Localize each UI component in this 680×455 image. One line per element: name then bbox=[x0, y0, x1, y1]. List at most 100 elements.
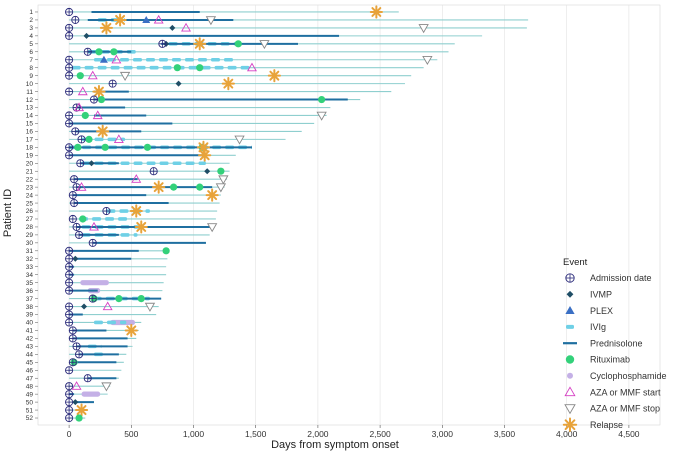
patient-row-34 bbox=[65, 270, 167, 279]
legend-item-admission: Admission date bbox=[565, 273, 652, 283]
ivig-segment bbox=[133, 233, 138, 237]
y-tick-label: 21 bbox=[26, 168, 34, 175]
ivig-segment bbox=[158, 57, 168, 62]
relapse-ray bbox=[76, 405, 87, 416]
legend-label: AZA or MMF stop bbox=[590, 404, 660, 414]
rituximab-marker bbox=[85, 135, 93, 143]
patient-row-39 bbox=[65, 310, 157, 319]
aza-start-marker bbox=[246, 62, 257, 72]
ivig-segment bbox=[210, 57, 220, 62]
legend-title: Event bbox=[563, 257, 588, 268]
y-tick-label: 4 bbox=[29, 33, 33, 40]
ivig-segment bbox=[159, 161, 169, 166]
ivig-segment bbox=[149, 65, 159, 70]
patient-row-51 bbox=[65, 403, 89, 417]
aza-start-marker bbox=[153, 14, 164, 24]
relapse-marker bbox=[152, 180, 166, 194]
patient-row-9 bbox=[65, 69, 412, 83]
ivig-segment bbox=[162, 65, 172, 70]
ivmp-marker bbox=[83, 32, 90, 39]
y-tick-label: 26 bbox=[26, 208, 34, 215]
ivig-segment bbox=[201, 65, 211, 70]
relapse-ray bbox=[131, 206, 142, 216]
y-tick-label: 15 bbox=[26, 121, 34, 128]
y-tick-label: 42 bbox=[26, 336, 34, 343]
ivig-segment bbox=[184, 57, 194, 62]
patient-row-19 bbox=[65, 148, 236, 162]
rituximab-marker bbox=[76, 72, 84, 80]
relapse-ray bbox=[223, 78, 234, 89]
patient-row-35 bbox=[65, 278, 164, 287]
aza-start-marker bbox=[74, 102, 85, 112]
y-tick-label: 40 bbox=[26, 320, 34, 327]
rituximab-marker bbox=[74, 143, 82, 151]
y-tick-label: 18 bbox=[26, 145, 34, 152]
patient-row-38 bbox=[65, 301, 159, 312]
patient-row-1 bbox=[65, 5, 399, 19]
y-tick-label: 9 bbox=[29, 73, 33, 80]
legend-label: IVMP bbox=[590, 290, 612, 300]
y-tick-label: 47 bbox=[26, 375, 34, 382]
aza-start-marker bbox=[77, 86, 88, 96]
patient-row-42 bbox=[68, 334, 137, 343]
y-tick-label: 3 bbox=[29, 25, 33, 32]
y-tick-label: 5 bbox=[29, 41, 33, 48]
patient-row-36 bbox=[65, 286, 163, 295]
y-tick-label: 50 bbox=[26, 399, 34, 406]
y-tick-label: 14 bbox=[26, 113, 34, 120]
rituximab-marker bbox=[101, 143, 109, 151]
y-tick-label: 38 bbox=[26, 304, 34, 311]
patient-row-13 bbox=[69, 102, 331, 112]
y-tick-label: 22 bbox=[26, 176, 34, 183]
aza-stop-marker bbox=[218, 175, 229, 185]
rituximab-marker bbox=[234, 40, 242, 48]
patient-row-2 bbox=[69, 13, 529, 27]
legend-item-aza_stop: AZA or MMF stop bbox=[564, 404, 660, 415]
aza-start-marker bbox=[181, 22, 192, 32]
patient-row-25 bbox=[69, 199, 220, 208]
x-tick-label: 1,000 bbox=[183, 429, 205, 439]
ivig-segment bbox=[123, 65, 133, 70]
y-tick-label: 51 bbox=[26, 407, 34, 414]
patient-row-11 bbox=[65, 84, 392, 99]
patient-row-28 bbox=[69, 220, 218, 234]
legend-label: Relapse bbox=[590, 420, 623, 430]
patient-row-52 bbox=[65, 413, 86, 423]
patient-row-46 bbox=[65, 366, 122, 375]
ivmp-marker bbox=[81, 303, 88, 310]
ivmp-marker bbox=[88, 160, 95, 167]
y-tick-label: 37 bbox=[26, 296, 34, 303]
aza-start-marker bbox=[102, 301, 113, 311]
rituximab-marker bbox=[196, 64, 204, 72]
aza-stop-marker bbox=[215, 183, 227, 193]
ivmp-marker bbox=[169, 24, 176, 31]
x-tick-label: 2,500 bbox=[369, 429, 391, 439]
y-tick-label: 48 bbox=[26, 383, 34, 390]
rituximab-marker bbox=[79, 215, 87, 223]
legend-label: Cyclophosphamide bbox=[590, 371, 667, 381]
rituximab-marker bbox=[97, 95, 106, 104]
y-tick-label: 2 bbox=[29, 17, 33, 24]
ivig-segment bbox=[214, 65, 224, 70]
legend-item-cyclophosphamide: Cyclophosphamide bbox=[567, 371, 667, 381]
ivig-segment bbox=[133, 161, 143, 166]
y-tick-label: 20 bbox=[26, 160, 34, 167]
relapse-ray bbox=[126, 325, 137, 336]
aza-stop-marker bbox=[259, 40, 270, 50]
relapse-ray bbox=[153, 182, 164, 193]
patient-row-48 bbox=[65, 381, 112, 392]
ivig-segment bbox=[105, 217, 115, 221]
y-tick-label: 12 bbox=[26, 97, 34, 104]
patient-row-10 bbox=[69, 77, 405, 91]
relapse-marker bbox=[92, 84, 106, 99]
y-tick-label: 44 bbox=[26, 352, 34, 359]
y-tick-label: 25 bbox=[26, 200, 34, 207]
x-axis: 0 500 1,000 1,500 2,000 2,500 3,000 3,500 4,000 4… bbox=[67, 425, 640, 439]
patient-row-32 bbox=[65, 254, 168, 263]
x-tick-label: 3,000 bbox=[432, 429, 454, 439]
relapse-marker bbox=[129, 204, 143, 218]
ivig-segment bbox=[145, 57, 155, 62]
rituximab-marker bbox=[162, 247, 170, 255]
legend-item-relapse: Relapse bbox=[562, 417, 623, 432]
